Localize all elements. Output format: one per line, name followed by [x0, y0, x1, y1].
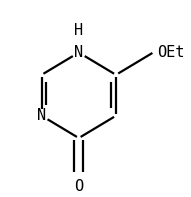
Text: N: N: [74, 45, 83, 60]
Text: OEt: OEt: [157, 45, 184, 60]
Text: O: O: [74, 179, 83, 194]
Text: H: H: [74, 23, 83, 38]
Text: N: N: [37, 108, 46, 123]
